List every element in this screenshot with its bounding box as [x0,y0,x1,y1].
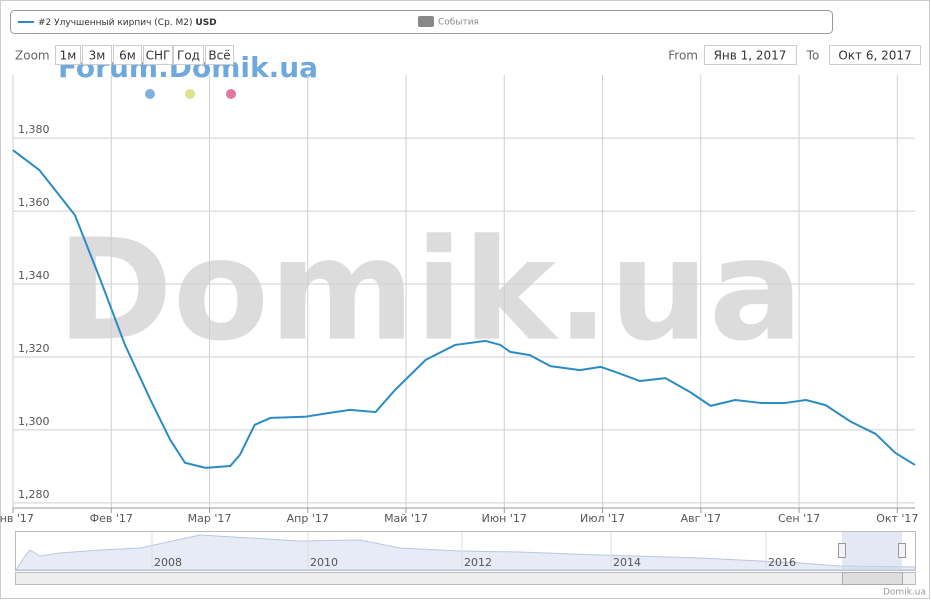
scrollbar[interactable] [15,572,916,585]
zoom-button-label: Год [177,49,200,63]
x-tick-label: Фев '17 [90,512,133,525]
navigator-year: 2012 [464,556,492,569]
x-tick-label: Янв '17 [0,512,34,525]
x-tick-label: Авг '17 [681,512,721,525]
from-label: From [668,49,698,63]
y-tick-label: 1,360 [18,196,50,209]
navigator-year: 2010 [310,556,338,569]
x-tick-label: Апр '17 [287,512,329,525]
y-tick-label: 1,340 [18,269,50,282]
zoom-button[interactable] [205,45,234,65]
navigator-year: 2014 [613,556,641,569]
navigator-year: 2016 [768,556,796,569]
navigator-handle[interactable] [898,543,906,558]
navigator-selection[interactable] [842,532,902,570]
zoom-button[interactable] [55,45,81,65]
x-tick-label: Май '17 [384,512,428,525]
x-tick-label: Мар '17 [188,512,232,525]
y-tick-label: 1,300 [18,415,50,428]
navigator-handle[interactable] [838,543,846,558]
zoom-button-label: 3м [89,49,106,63]
zoom-button[interactable] [82,45,112,65]
y-tick-label: 1,380 [18,123,50,136]
from-date: Янв 1, 2017 [714,49,787,63]
logo-dot [226,89,236,99]
x-tick-label: Июн '17 [482,512,527,525]
legend-symbol [418,16,434,27]
to-date: Окт 6, 2017 [838,49,911,63]
legend-item[interactable]: #2 Улучшенный кирпич (Ср. М2) USD [38,18,217,28]
watermark: Domik.ua [57,210,804,373]
navigator-year: 2008 [154,556,182,569]
data-line [12,149,916,469]
x-tick-label: Июл '17 [580,512,625,525]
credits[interactable]: Domik.ua [883,588,926,598]
y-tick-label: 1,320 [18,342,50,355]
zoom-button[interactable] [143,45,173,65]
zoom-button[interactable] [113,45,142,65]
zoom-label: Zoom [15,49,50,63]
navigator-area [15,534,916,571]
zoom-button-label: СНГ [146,49,171,63]
zoom-button[interactable] [173,45,204,65]
legend-unit: USD [195,18,216,28]
legend-item[interactable]: События [438,18,479,28]
zoom-button-label: 1м [60,49,77,63]
logo-dot [185,89,195,99]
to-input[interactable] [829,45,921,65]
x-tick-label: Окт '17 [876,512,918,525]
logo-dot [145,89,155,99]
x-tick-label: Сен '17 [778,512,820,525]
from-input[interactable] [704,45,797,65]
to-label: To [806,49,820,63]
y-tick-label: 1,280 [18,488,50,501]
legend-name: #2 Улучшенный кирпич (Ср. М2) [38,18,193,28]
scrollbar-thumb[interactable] [842,572,903,585]
zoom-button-label: Всё [208,49,230,63]
zoom-button-label: 6м [119,49,136,63]
